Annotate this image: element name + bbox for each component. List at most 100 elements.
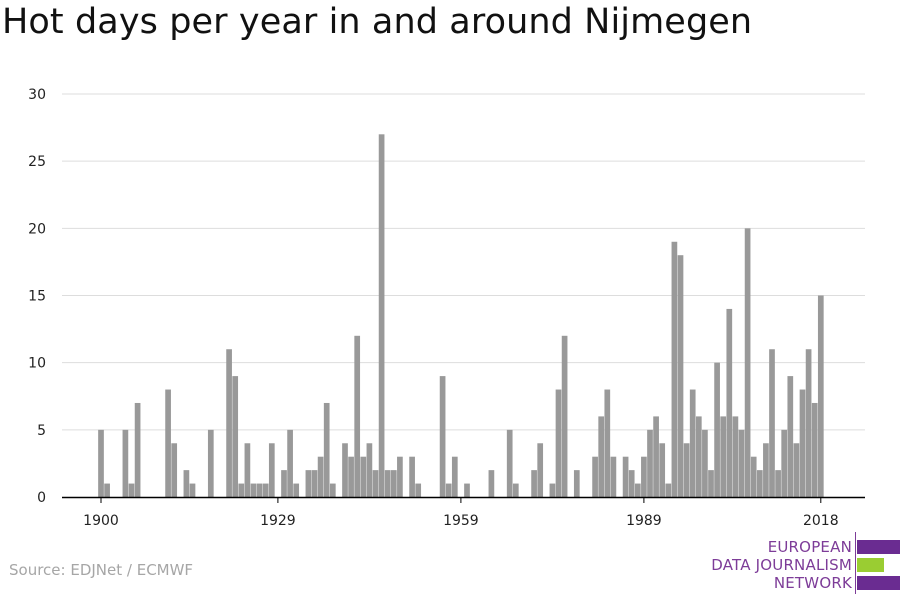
bar-1942 — [354, 335, 361, 497]
bar-1935 — [311, 470, 318, 497]
bar-1960 — [464, 483, 470, 497]
bar-1997 — [689, 389, 696, 497]
bar-1937 — [323, 402, 330, 497]
bar-2015 — [799, 389, 806, 497]
edjnet-logo: EUROPEAN DATA JOURNALISM NETWORK — [695, 528, 900, 598]
bar-1934 — [305, 470, 312, 497]
bar-2011 — [775, 470, 781, 497]
y-tick-label-10: 10 — [28, 356, 46, 372]
bar-1922 — [232, 376, 239, 497]
bar-2002 — [720, 416, 727, 497]
bar-2010 — [769, 349, 775, 497]
bar-1921 — [226, 349, 232, 497]
bar-1928 — [268, 443, 275, 497]
x-tick-label-1900: 1900 — [83, 513, 119, 529]
bar-1924 — [244, 443, 251, 497]
bar-1941 — [348, 456, 354, 497]
bar-1975 — [555, 389, 562, 497]
bar-1958 — [451, 456, 458, 497]
x-tick-label-2018: 2018 — [803, 513, 839, 529]
bar-2000 — [708, 470, 714, 497]
bar-1946 — [378, 134, 385, 498]
bar-1945 — [372, 470, 379, 497]
bar-1918 — [207, 429, 214, 497]
bar-2004 — [732, 416, 739, 497]
chart-title: Hot days per year in and around Nijmegen — [2, 2, 753, 42]
bar-1948 — [390, 470, 397, 497]
gridlines — [62, 93, 865, 431]
bar-1999 — [702, 429, 708, 497]
bar-2009 — [763, 443, 769, 497]
bar-1938 — [329, 483, 336, 497]
bar-1947 — [384, 470, 391, 497]
x-tick-label-1959: 1959 — [443, 513, 479, 529]
bar-1930 — [281, 470, 287, 497]
bar-1976 — [561, 335, 568, 497]
logo-bar-purple-top — [857, 540, 900, 554]
bar-1912 — [171, 443, 178, 497]
y-tick-label-5: 5 — [37, 423, 46, 439]
bar-1956 — [439, 376, 446, 497]
bar-1983 — [604, 389, 611, 497]
x-axis: 1900 1929 1959 1989 2018 — [62, 496, 865, 529]
source-note: Source: EDJNet / ECMWF — [9, 561, 194, 579]
logo-bar-purple-bottom — [857, 576, 900, 590]
logo-text-line-2: DATA JOURNALISM — [711, 556, 852, 574]
bar-1931 — [287, 429, 293, 497]
bar-1998 — [695, 416, 702, 497]
y-tick-label-25: 25 — [28, 154, 46, 170]
bar-1972 — [537, 443, 544, 497]
bar-1914 — [183, 470, 190, 497]
y-axis-tick-labels: 0 5 10 15 20 25 30 — [28, 87, 46, 506]
bar-1932 — [293, 483, 300, 497]
bar-1987 — [628, 470, 635, 497]
bar-1911 — [165, 389, 171, 497]
bar-1901 — [104, 483, 110, 497]
bar-2008 — [756, 470, 763, 497]
y-tick-label-15: 15 — [28, 289, 46, 305]
y-tick-label-30: 30 — [28, 87, 46, 103]
y-tick-label-0: 0 — [37, 490, 46, 506]
bar-2007 — [750, 456, 757, 497]
bar-1967 — [506, 429, 513, 497]
bar-1995 — [677, 255, 684, 497]
bar-2012 — [781, 429, 788, 497]
bar-1989 — [641, 456, 647, 497]
bar-1951 — [409, 456, 415, 497]
bar-1952 — [415, 483, 422, 497]
bar-2006 — [744, 228, 751, 498]
bar-1957 — [445, 483, 452, 497]
bar-1996 — [683, 443, 690, 497]
bar-1964 — [488, 470, 495, 497]
bar-2001 — [714, 362, 720, 497]
bar-1923 — [238, 483, 245, 497]
bar-1984 — [610, 456, 617, 497]
bar-1906 — [134, 402, 141, 497]
bar-1904 — [122, 429, 129, 497]
logo-divider — [855, 532, 856, 594]
bar-1978 — [573, 470, 580, 497]
bar-2013 — [787, 376, 794, 497]
bar-1900 — [98, 429, 104, 497]
bar-1990 — [647, 429, 653, 497]
bar-1982 — [598, 416, 605, 497]
bar-2016 — [805, 349, 812, 497]
logo-text-line-1: EUROPEAN — [767, 538, 852, 556]
logo-text-line-3: NETWORK — [773, 574, 852, 592]
bar-2017 — [811, 402, 818, 497]
bar-1971 — [531, 470, 537, 497]
bar-1992 — [659, 443, 666, 497]
bars — [98, 134, 824, 498]
bar-2003 — [726, 308, 733, 497]
x-tick-label-1929: 1929 — [260, 513, 296, 529]
bar-1988 — [634, 483, 641, 497]
bar-1905 — [128, 483, 135, 497]
x-tick-label-1989: 1989 — [626, 513, 662, 529]
bar-1927 — [262, 483, 269, 497]
bar-2014 — [793, 443, 800, 497]
logo-bar-green — [857, 558, 884, 572]
bar-1991 — [653, 416, 659, 497]
y-tick-label-20: 20 — [28, 221, 46, 237]
bar-1926 — [256, 483, 263, 497]
bar-1994 — [671, 241, 678, 497]
